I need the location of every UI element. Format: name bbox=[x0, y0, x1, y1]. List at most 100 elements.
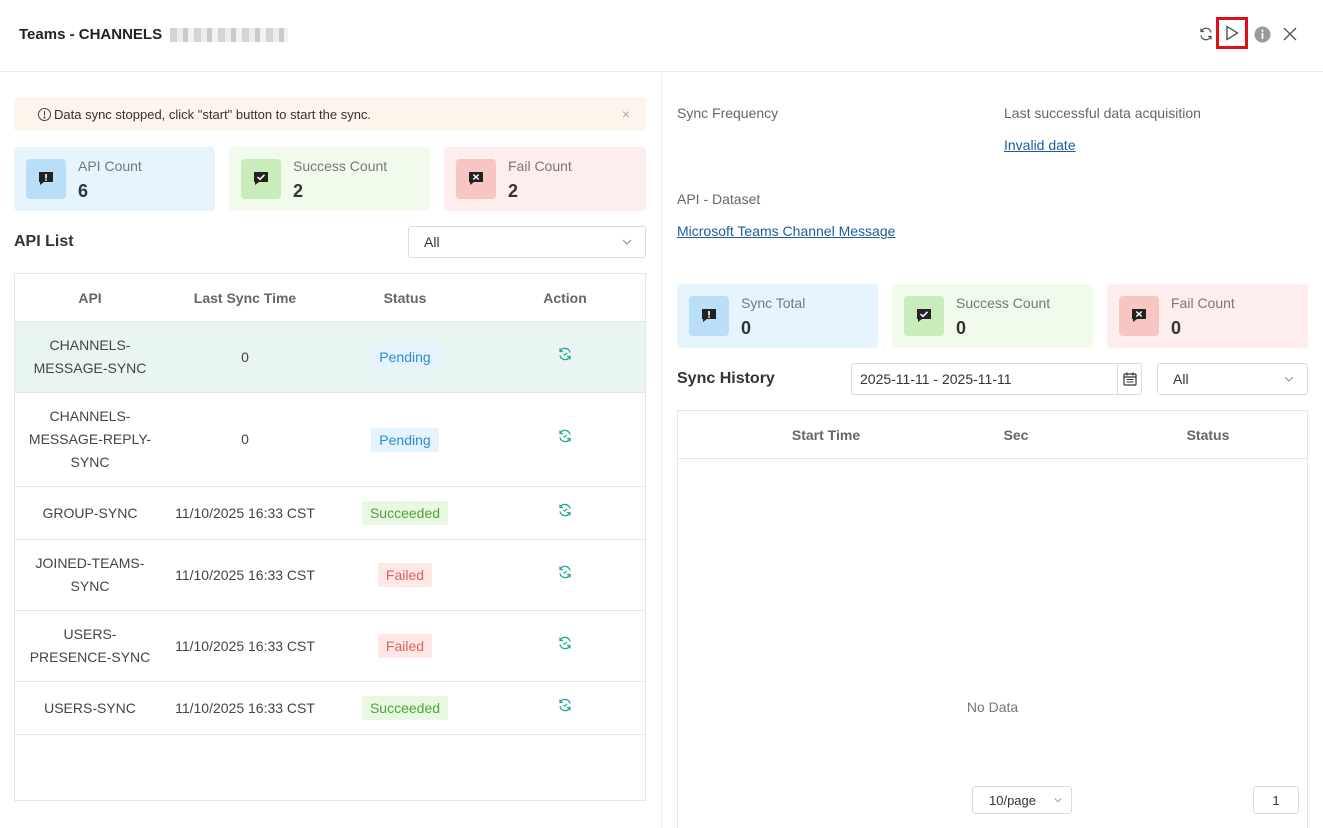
api-name: GROUP-SYNC bbox=[42, 504, 138, 521]
alert-info-icon bbox=[38, 108, 51, 121]
fail-count-value: 2 bbox=[508, 181, 519, 201]
api-dataset-label: API - Dataset bbox=[677, 191, 761, 207]
api-name: USERS-SYNC bbox=[44, 699, 136, 716]
history-success-card: Success Count 0 bbox=[892, 284, 1093, 348]
sync-total-label: Sync Total bbox=[741, 295, 806, 311]
last-sync-time: 11/10/2025 16:33 CST bbox=[175, 566, 315, 583]
status-cell: Succeeded bbox=[325, 487, 485, 539]
api-table: API Last Sync Time Status Action CHANNEL… bbox=[14, 273, 646, 801]
col-api: API bbox=[78, 290, 102, 306]
fail-count-label: Fail Count bbox=[508, 158, 572, 174]
api-count-card: API Count 6 bbox=[14, 147, 215, 211]
status-cell: Succeeded bbox=[325, 682, 485, 734]
info-icon[interactable] bbox=[1248, 20, 1276, 48]
history-success-label: Success Count bbox=[956, 295, 1051, 311]
sync-icon[interactable] bbox=[557, 564, 573, 587]
status-cell: Failed bbox=[325, 540, 485, 610]
history-table-header: Start Time Sec Status bbox=[678, 411, 1307, 459]
status-badge: Pending bbox=[371, 427, 439, 452]
exclamation-icon bbox=[689, 296, 729, 336]
col-last-sync-time: Last Sync Time bbox=[193, 290, 297, 306]
col-status: Status bbox=[383, 290, 427, 306]
history-fail-value: 0 bbox=[1171, 318, 1182, 338]
last-acquisition-link[interactable]: Invalid date bbox=[1004, 137, 1076, 153]
chevron-down-icon bbox=[1054, 797, 1062, 803]
api-count-label: API Count bbox=[78, 158, 142, 174]
table-row[interactable]: CHANNELS-MESSAGE-SYNC 0 Pending bbox=[15, 322, 645, 393]
sync-action-cell bbox=[485, 393, 645, 486]
history-success-value: 0 bbox=[956, 318, 967, 338]
api-name: CHANNELS-MESSAGE-REPLY-SYNC bbox=[28, 408, 152, 470]
alert-close-icon[interactable]: × bbox=[621, 106, 630, 122]
api-table-header: API Last Sync Time Status Action bbox=[15, 274, 645, 322]
status-badge: Succeeded bbox=[361, 501, 449, 525]
history-status-filter[interactable]: All bbox=[1157, 363, 1308, 395]
sync-action-cell bbox=[485, 540, 645, 610]
pane-divider bbox=[661, 73, 662, 828]
sync-history-table: Start Time Sec Status No Data 10/page 1 bbox=[677, 410, 1308, 828]
success-count-label: Success Count bbox=[293, 158, 388, 174]
success-count-value: 2 bbox=[293, 181, 304, 201]
status-badge: Failed bbox=[377, 563, 433, 587]
api-count-value: 6 bbox=[78, 181, 89, 201]
sync-stopped-alert: Data sync stopped, click "start" button … bbox=[14, 97, 646, 131]
status-cell: Failed bbox=[325, 611, 485, 681]
status-cell: Pending bbox=[325, 322, 485, 392]
col-history-status: Status bbox=[1186, 427, 1230, 443]
start-sync-play-icon[interactable] bbox=[1216, 17, 1248, 49]
status-badge: Pending bbox=[371, 345, 439, 369]
table-row[interactable]: GROUP-SYNC 11/10/2025 16:33 CST Succeede… bbox=[15, 487, 645, 540]
api-list-title: API List bbox=[14, 233, 74, 250]
api-filter-value: All bbox=[424, 234, 440, 250]
date-range-input[interactable]: 2025-11-11 - 2025-11-11 bbox=[851, 363, 1142, 395]
close-icon[interactable] bbox=[1276, 20, 1304, 48]
dialog-header: Teams - CHANNELS bbox=[0, 0, 1323, 72]
api-name: JOINED-TEAMS-SYNC bbox=[35, 555, 145, 594]
table-row[interactable]: CHANNELS-MESSAGE-REPLY-SYNC 0 Pending bbox=[15, 393, 645, 487]
no-data-text: No Data bbox=[966, 699, 1019, 715]
col-action: Action bbox=[543, 290, 587, 306]
last-sync-time: 0 bbox=[241, 431, 249, 447]
table-row[interactable]: USERS-PRESENCE-SYNC 11/10/2025 16:33 CST… bbox=[15, 611, 645, 682]
page-size-select[interactable]: 10/page bbox=[972, 786, 1072, 814]
status-badge: Succeeded bbox=[361, 696, 449, 720]
history-fail-card: Fail Count 0 bbox=[1107, 284, 1308, 348]
page-number-button[interactable]: 1 bbox=[1253, 786, 1299, 814]
x-icon bbox=[456, 159, 496, 199]
status-badge: Failed bbox=[377, 634, 433, 658]
sync-icon[interactable] bbox=[557, 635, 573, 658]
sync-icon[interactable] bbox=[557, 697, 573, 720]
alert-message: Data sync stopped, click "start" button … bbox=[54, 106, 372, 122]
col-sec: Sec bbox=[1003, 427, 1029, 443]
sync-total-card: Sync Total 0 bbox=[677, 284, 878, 348]
sync-icon[interactable] bbox=[557, 502, 573, 525]
calendar-icon[interactable] bbox=[1117, 364, 1141, 394]
status-cell: Pending bbox=[325, 393, 485, 486]
sync-frequency-label: Sync Frequency bbox=[677, 105, 779, 121]
sync-action-cell bbox=[485, 682, 645, 734]
table-row[interactable]: JOINED-TEAMS-SYNC 11/10/2025 16:33 CST F… bbox=[15, 540, 645, 611]
last-sync-time: 0 bbox=[241, 348, 249, 365]
sync-action-cell bbox=[485, 322, 645, 392]
check-icon bbox=[241, 159, 281, 199]
sync-total-value: 0 bbox=[741, 318, 752, 338]
sync-icon[interactable] bbox=[557, 346, 573, 369]
api-dataset-link[interactable]: Microsoft Teams Channel Message bbox=[677, 223, 896, 239]
history-fail-label: Fail Count bbox=[1171, 295, 1235, 311]
sync-history-title: Sync History bbox=[677, 370, 775, 387]
dialog-title-wrap: Teams - CHANNELS bbox=[19, 26, 289, 43]
chevron-down-icon bbox=[1284, 376, 1294, 382]
api-name: CHANNELS-MESSAGE-SYNC bbox=[33, 337, 147, 376]
sync-icon[interactable] bbox=[557, 428, 573, 451]
exclamation-icon bbox=[26, 159, 66, 199]
last-acquisition-label: Last successful data acquisition bbox=[1004, 105, 1201, 121]
check-icon bbox=[904, 296, 944, 336]
table-row[interactable]: USERS-SYNC 11/10/2025 16:33 CST Succeede… bbox=[15, 682, 645, 735]
refresh-icon[interactable] bbox=[1192, 20, 1220, 48]
sync-action-cell bbox=[485, 611, 645, 681]
sync-action-cell bbox=[485, 487, 645, 539]
col-start-time: Start Time bbox=[791, 427, 861, 443]
redacted-name bbox=[170, 27, 289, 42]
history-filter-value: All bbox=[1173, 371, 1189, 387]
api-status-filter[interactable]: All bbox=[408, 226, 646, 258]
